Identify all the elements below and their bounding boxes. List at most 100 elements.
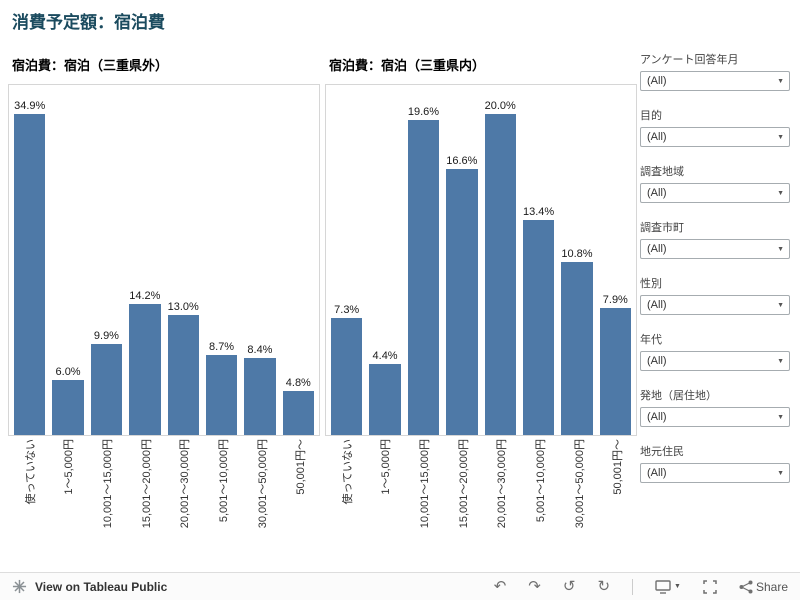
x-axis-label: 50,001円～ [612, 439, 625, 495]
bar[interactable]: 14.2% [129, 85, 161, 435]
download-button[interactable]: ▼ [655, 579, 681, 594]
bar[interactable]: 13.0% [167, 85, 199, 435]
x-axis-label: 20,001～30,000円 [496, 439, 509, 529]
x-axis-label: 15,001～20,000円 [140, 439, 153, 529]
bar-value-label: 20.0% [484, 99, 516, 112]
bar[interactable]: 7.9% [599, 85, 631, 435]
chevron-down-icon: ▼ [777, 77, 784, 85]
filter-dropdown[interactable]: (All) ▼ [640, 407, 790, 427]
bar[interactable]: 4.4% [369, 85, 401, 435]
filter: 調査市町 (All) ▼ [640, 221, 790, 259]
bar-rect[interactable] [331, 317, 363, 435]
refresh-button[interactable]: ↻ [597, 578, 611, 595]
bar[interactable]: 6.0% [52, 85, 84, 435]
filter-value: (All) [647, 299, 667, 311]
bar-rect[interactable] [369, 364, 401, 435]
bar-rect[interactable] [561, 261, 593, 435]
bar[interactable]: 16.6% [446, 85, 478, 435]
chart-outside-mie: 宿泊費：宿泊（三重県外） 34.9% 6.0% 9.9% 14.2% 13.0% 8.7%… [8, 55, 320, 558]
chevron-down-icon: ▼ [777, 133, 784, 141]
bar-rect[interactable] [52, 379, 84, 435]
filter: 地元住民 (All) ▼ [640, 445, 790, 483]
share-label: Share [755, 579, 788, 594]
filter-value: (All) [647, 355, 667, 367]
bar-value-label: 8.7% [209, 340, 235, 353]
chevron-down-icon: ▼ [777, 245, 784, 253]
reset-button[interactable]: ↺ [562, 578, 576, 595]
bar[interactable]: 13.4% [522, 85, 555, 435]
bar[interactable]: 34.9% [14, 85, 46, 435]
redo-button[interactable]: ↷ [528, 578, 541, 595]
chevron-down-icon: ▼ [777, 413, 784, 421]
chevron-down-icon: ▼ [777, 469, 784, 477]
x-axis-label: 30,001～50,000円 [256, 439, 269, 529]
chevron-down-icon: ▼ [674, 583, 681, 590]
tableau-logo-icon [12, 579, 27, 594]
filter-value: (All) [647, 243, 667, 255]
bar[interactable]: 20.0% [484, 85, 516, 435]
tableau-attribution-link[interactable]: View on Tableau Public [12, 579, 167, 594]
bar-value-label: 4.8% [285, 376, 311, 389]
bar[interactable]: 9.9% [90, 85, 123, 435]
fullscreen-button[interactable] [703, 579, 717, 594]
undo-button[interactable]: ↶ [493, 578, 507, 595]
filter-dropdown[interactable]: (All) ▼ [640, 463, 790, 483]
filter: 性別 (All) ▼ [640, 277, 790, 315]
share-icon [739, 580, 753, 594]
bar-rect[interactable] [14, 113, 46, 435]
filter-value: (All) [647, 411, 667, 423]
filter-dropdown[interactable]: (All) ▼ [640, 295, 790, 315]
x-axis-label: 20,001～30,000円 [179, 439, 192, 529]
filter: 発地（居住地） (All) ▼ [640, 389, 790, 427]
x-axis-label: 1～5,000円 [380, 439, 393, 495]
filter-dropdown[interactable]: (All) ▼ [640, 351, 790, 371]
filter-label: 年代 [640, 334, 662, 346]
bar-value-label: 9.9% [93, 329, 119, 342]
filter-value: (All) [647, 75, 667, 87]
x-axis-label: 10,001～15,000円 [102, 439, 115, 529]
bar-rect[interactable] [407, 120, 440, 435]
chevron-down-icon: ▼ [777, 357, 784, 365]
monitor-icon [655, 579, 671, 594]
x-axis-label: 30,001～50,000円 [573, 439, 586, 529]
filter-panel: アンケート回答年月 (All) ▼ 目的 (All) ▼ 調査地域 (All) ▼ 調査市町 (Al… [640, 53, 790, 501]
bar-value-label: 7.3% [334, 303, 360, 316]
bar[interactable]: 8.4% [244, 85, 276, 435]
chevron-down-icon: ▼ [777, 301, 784, 309]
bar-rect[interactable] [282, 390, 314, 435]
bar-rect[interactable] [522, 219, 555, 435]
filter-dropdown[interactable]: (All) ▼ [640, 183, 790, 203]
chart-title: 宿泊費：宿泊（三重県外） [12, 58, 169, 73]
filter-dropdown[interactable]: (All) ▼ [640, 71, 790, 91]
filter-label: 地元住民 [640, 446, 684, 458]
bar-rect[interactable] [129, 304, 161, 435]
filter-label: 目的 [640, 110, 662, 122]
filter-dropdown[interactable]: (All) ▼ [640, 127, 790, 147]
filter-dropdown[interactable]: (All) ▼ [640, 239, 790, 259]
toolbar-divider [632, 578, 634, 595]
filter-label: 性別 [640, 278, 662, 290]
bar[interactable]: 4.8% [282, 85, 314, 435]
bar[interactable]: 8.7% [205, 85, 238, 435]
bar-rect[interactable] [167, 315, 199, 435]
bar-rect[interactable] [599, 308, 631, 435]
bar-rect[interactable] [205, 354, 238, 435]
bar[interactable]: 10.8% [561, 85, 593, 435]
bar[interactable]: 7.3% [331, 85, 363, 435]
filter: 年代 (All) ▼ [640, 333, 790, 371]
filter-value: (All) [647, 131, 667, 143]
page-title: 消費予定額：宿泊費 [12, 13, 165, 32]
x-axis-label: 5,001～10,000円 [534, 439, 547, 523]
bar-value-label: 10.8% [561, 247, 593, 260]
bar-rect[interactable] [446, 168, 478, 435]
bar-rect[interactable] [244, 357, 276, 435]
x-axis-label: 使っていない [341, 439, 354, 505]
x-axis-label: 使っていない [24, 439, 37, 505]
bar[interactable]: 19.6% [407, 85, 440, 435]
bar-value-label: 6.0% [55, 365, 81, 378]
bar-value-label: 4.4% [372, 350, 398, 363]
share-button[interactable]: Share [739, 580, 788, 594]
bar-rect[interactable] [484, 113, 516, 435]
bar-rect[interactable] [90, 343, 123, 435]
bar-value-label: 34.9% [14, 99, 46, 112]
